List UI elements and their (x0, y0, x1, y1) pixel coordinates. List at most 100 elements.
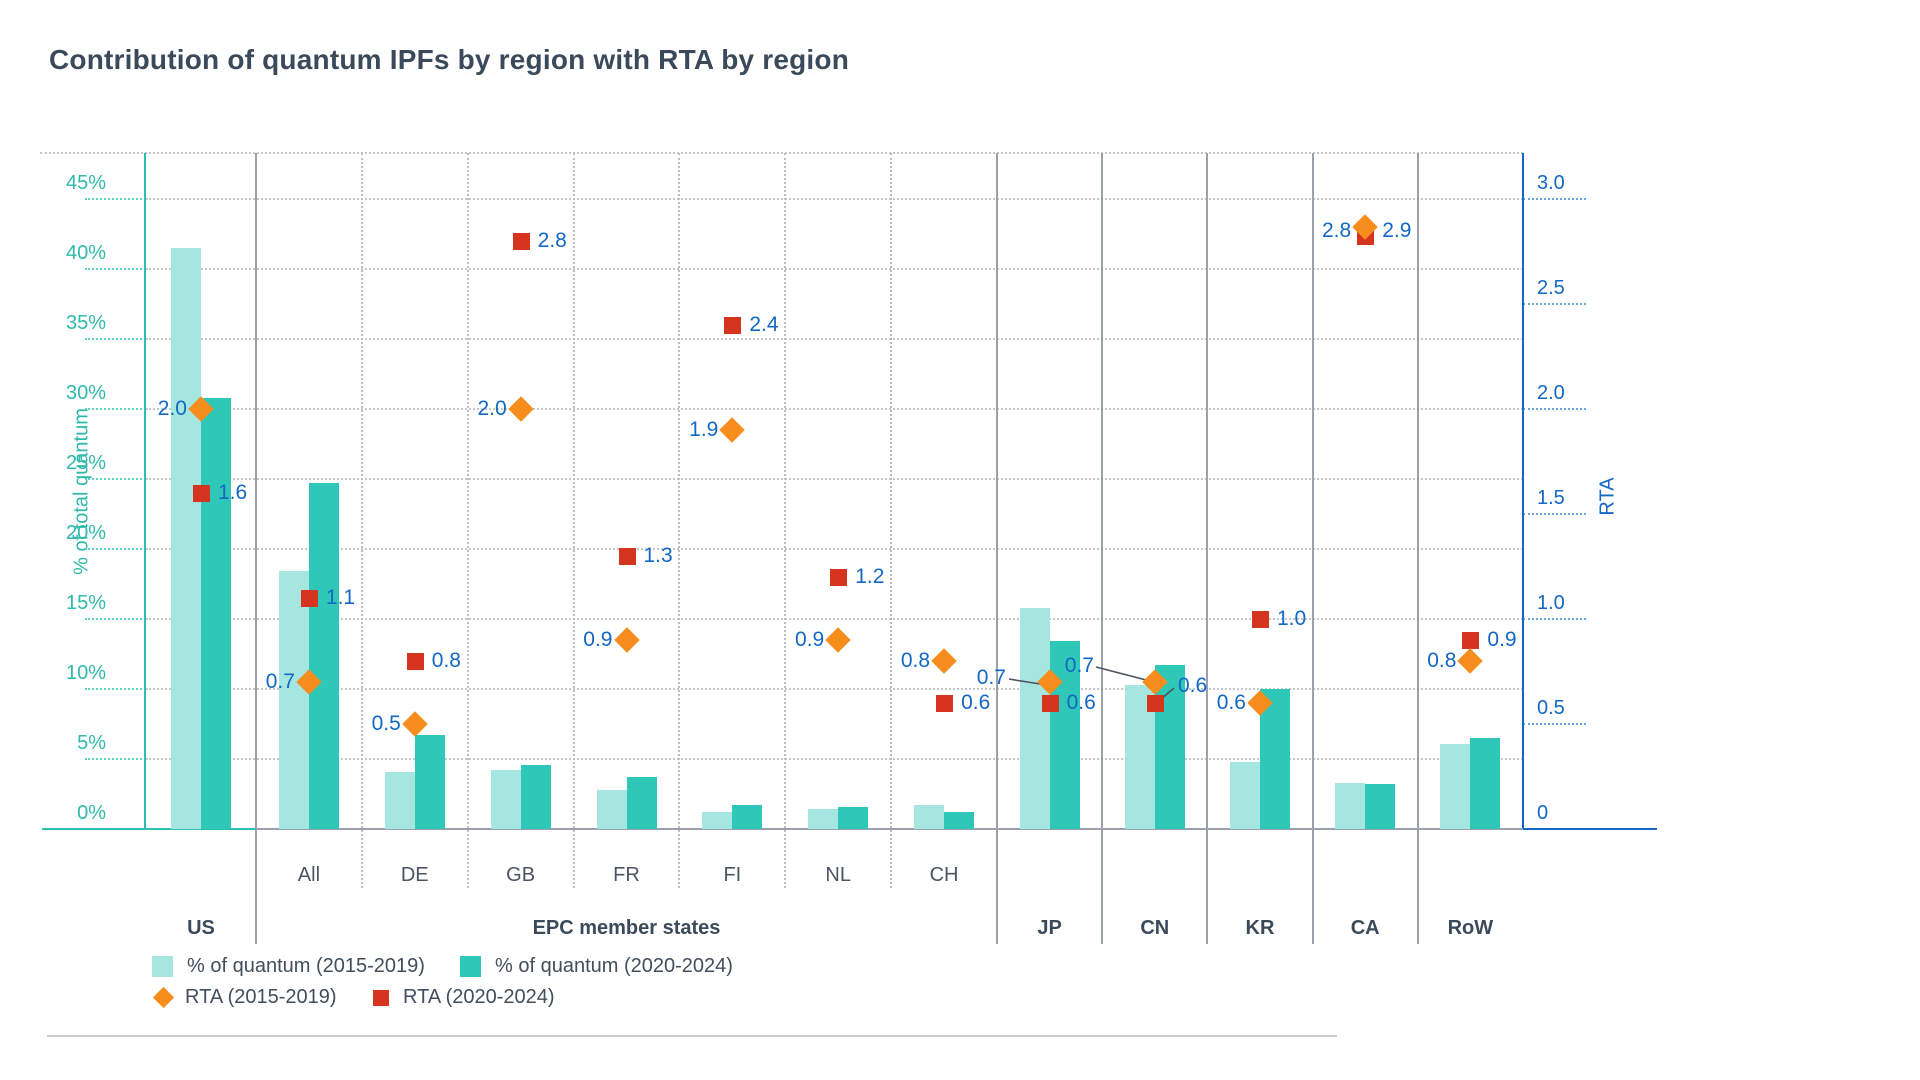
left-axis-line (144, 153, 146, 829)
left-tick-label-5: 5% (77, 732, 106, 754)
bar-quantum-2020-US (201, 397, 231, 829)
label-rta-2020-CA: 2.8 (1322, 218, 1352, 242)
left-tick-label-25: 25% (65, 452, 106, 474)
column-separator-2 (572, 153, 575, 888)
right-axis-title: RTA (1596, 477, 1619, 516)
marker-rta-2015-NL (825, 627, 851, 653)
legend-item-quantum-2015: % of quantum (2015-2019) (152, 955, 425, 978)
left-tick-label-45: 45% (65, 172, 106, 194)
label-rta-2020-CN: 0.6 (1178, 674, 1208, 697)
legend-item-quantum-2020: % of quantum (2020-2024) (460, 955, 733, 978)
left-tick-label-10: 10% (65, 662, 106, 684)
left-tick-stub-40 (85, 268, 146, 270)
right-tick-stub-2.0 (1523, 408, 1586, 410)
column-separator-1 (466, 153, 469, 888)
gridline-25 (146, 478, 1523, 480)
bar-quantum-2015-All (278, 571, 309, 829)
gridline-10 (146, 688, 1523, 690)
right-tick-label-1.0: 1.0 (1537, 592, 1565, 614)
label-rta-2015-KR: 0.6 (1216, 691, 1246, 714)
bar-quantum-2020-FR (626, 777, 657, 829)
left-tick-stub-20 (85, 548, 146, 550)
leader-line (1095, 666, 1147, 681)
left-tick-stub-15 (85, 618, 146, 620)
left-tick-label-15: 15% (65, 592, 106, 614)
marker-rta-2020-FR (618, 548, 636, 565)
legend-swatch-light-bar (152, 956, 173, 977)
legend-label: RTA (2020-2024) (403, 986, 555, 1008)
marker-rta-2020-US (193, 485, 210, 502)
legend-swatch-dark-bar (460, 956, 481, 977)
gridline-15 (146, 618, 1523, 620)
left-tick-stub-35 (85, 338, 146, 340)
bar-quantum-2015-NL (808, 809, 839, 829)
bottom-divider (47, 1035, 1337, 1037)
bar-quantum-2020-CH (944, 812, 975, 829)
bar-quantum-2015-FI (702, 812, 733, 829)
label-rta-2015-RoW: 0.8 (1427, 649, 1457, 672)
right-tick-label-2.0: 2.0 (1537, 382, 1565, 404)
bar-quantum-2020-FI (732, 805, 763, 829)
label-rta-2015-GB: 2.0 (477, 397, 507, 420)
right-axis-line (1522, 153, 1524, 829)
left-tick-stub-30 (85, 408, 146, 410)
gridline-5 (146, 758, 1523, 760)
label-rta-2020-CH: 0.6 (961, 691, 991, 714)
label-rta-2020-All: 1.1 (325, 586, 356, 609)
label-rta-2015-FI: 1.9 (689, 418, 719, 441)
bar-quantum-2015-FR (596, 789, 627, 829)
group-label-CN: CN (1140, 917, 1170, 939)
marker-rta-2020-CH (936, 695, 954, 712)
group-label-RoW: RoW (1447, 917, 1494, 939)
group-label-CA: CA (1350, 917, 1380, 939)
bar-quantum-2020-CA (1365, 784, 1396, 829)
right-tick-stub-1.0 (1523, 618, 1586, 620)
marker-rta-2020-RoW (1462, 632, 1480, 649)
column-label-FI: FI (723, 864, 742, 886)
label-rta-2015-CN: 0.7 (1064, 654, 1094, 677)
left-tick-label-40: 40% (65, 242, 106, 264)
label-rta-2020-FI: 2.4 (749, 313, 779, 336)
bar-quantum-2020-NL (838, 806, 869, 829)
legend-item-rta-2015: RTA (2015-2019) (152, 986, 337, 1009)
label-rta-2015-US: 2.0 (157, 397, 187, 420)
marker-rta-2015-FR (613, 627, 640, 653)
marker-rta-2015-CH (931, 648, 957, 674)
marker-rta-2020-JP (1041, 695, 1059, 712)
left-tick-label-30: 30% (65, 382, 106, 404)
label-rta-2020-FR: 1.3 (643, 544, 673, 567)
bar-quantum-2015-KR (1230, 761, 1260, 829)
marker-rta-2020-All (300, 590, 318, 607)
left-tick-stub-25 (85, 478, 146, 480)
bar-quantum-2015-US (171, 248, 201, 829)
bar-quantum-2020-DE (414, 735, 445, 829)
label-rta-2020-JP: 0.6 (1066, 691, 1096, 714)
group-label-JP: JP (1037, 917, 1062, 939)
column-separator-0 (360, 153, 363, 888)
label-rta-2020-KR: 1.0 (1277, 607, 1307, 630)
gridline-20 (146, 548, 1523, 550)
right-tick-stub-2.5 (1523, 303, 1586, 305)
page-title: Contribution of quantum IPFs by region w… (49, 44, 850, 75)
baseline-blue (1523, 828, 1657, 830)
left-tick-stub-5 (85, 758, 146, 760)
label-rta-2015-All: 0.7 (265, 670, 295, 693)
left-tick-label-0: 0% (77, 802, 106, 824)
left-axis-title: % of total quantum (70, 408, 93, 575)
left-tick-stub-10 (85, 688, 146, 690)
group-separator-5 (1416, 153, 1419, 944)
legend-label: RTA (2015-2019) (185, 986, 337, 1008)
right-tick-label-1.5: 1.5 (1537, 487, 1565, 509)
column-label-DE: DE (400, 864, 429, 886)
marker-rta-2015-RoW (1457, 648, 1484, 674)
column-separator-4 (784, 153, 787, 888)
group-separator-4 (1311, 153, 1314, 944)
gridline-40 (146, 268, 1523, 270)
column-label-GB: GB (506, 864, 536, 886)
group-separator-0 (255, 153, 257, 944)
marker-rta-2020-NL (830, 569, 848, 586)
group-separator-3 (1206, 153, 1209, 944)
label-rta-2015-JP: 0.7 (976, 666, 1006, 689)
bar-quantum-2015-CH (914, 805, 945, 829)
